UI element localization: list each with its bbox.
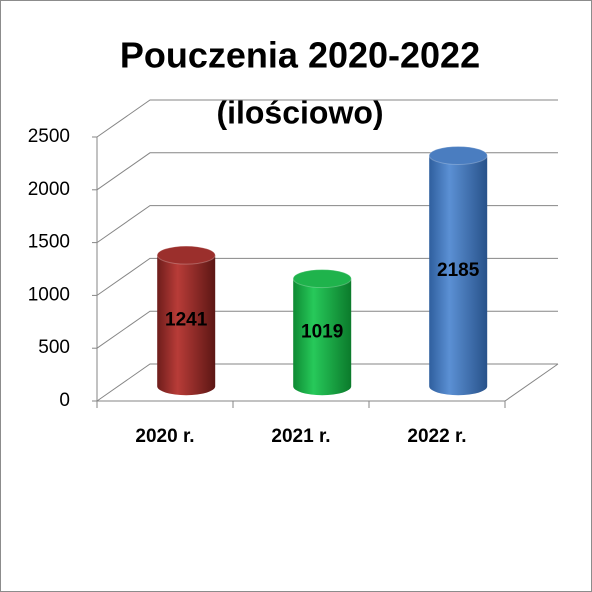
y-tick-label: 500 [38,337,70,358]
cylinder-top [156,245,216,265]
grid-line [96,363,558,402]
x-tick-label: 2020 r. [135,426,194,447]
cylinder-body [157,255,216,396]
y-tick-label: 2000 [28,179,70,200]
cylinder-body [429,155,488,396]
cylinder-top [292,269,352,289]
grid-line [96,152,558,191]
data-label: 1019 [301,321,343,342]
y-tick-label: 2500 [28,126,70,147]
y-tick-label: 1500 [28,232,70,253]
grid-line [96,310,558,349]
cylinder-top [428,145,488,165]
grid-line [96,99,558,138]
data-label: 1241 [165,310,208,331]
x-tick-label: 2022 r. [407,426,466,447]
x-tick-label: 2021 r. [271,426,330,447]
y-tick-label: 0 [59,390,70,411]
data-label: 2185 [437,260,480,281]
grid-line [96,257,558,296]
cylinder-body [293,278,352,396]
chart-title: Pouczenia 2020-2022 [120,35,480,76]
y-tick-label: 1000 [28,284,70,305]
grid-line [96,205,558,244]
